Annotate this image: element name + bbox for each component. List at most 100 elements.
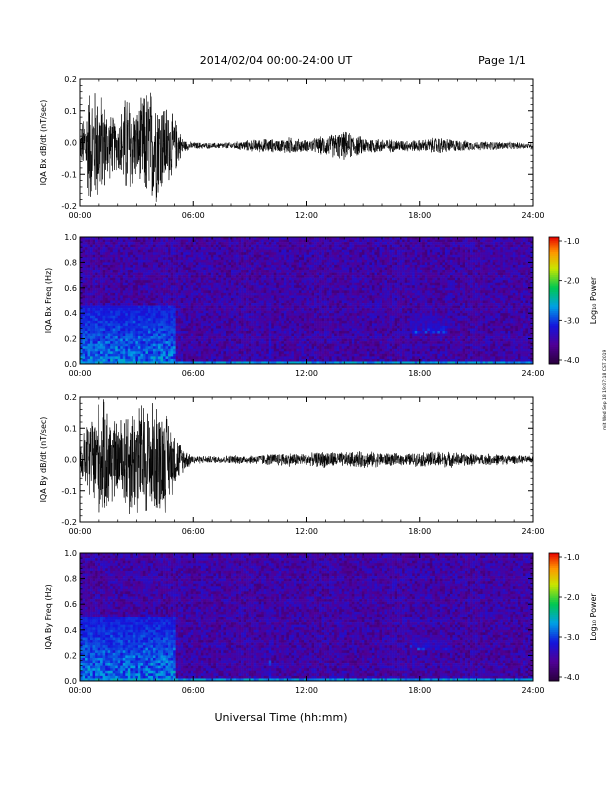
spectrogram-cell (218, 267, 222, 271)
spectrogram-cell (163, 323, 166, 327)
spectrogram-cell (233, 313, 237, 317)
spectrogram-cell (228, 252, 232, 256)
spectrogram-cell (165, 336, 169, 339)
spectrogram-cell (82, 244, 86, 248)
spectrogram-cell (188, 303, 192, 306)
spectrogram-cell (117, 310, 121, 314)
spectrogram-cell (200, 247, 204, 250)
spectrogram-cell (125, 315, 129, 319)
spectrogram-cell (213, 313, 217, 317)
spectrogram-cell (309, 270, 312, 273)
spectrogram-cell (286, 239, 290, 243)
spectrogram-cell (155, 257, 159, 261)
spectrogram-cell (311, 239, 315, 243)
spectrogram-cell (107, 277, 111, 281)
spectrogram-cell (231, 242, 234, 245)
spectrogram-cell (163, 237, 166, 240)
spectrogram-cell (303, 361, 307, 365)
spectrogram-cell (251, 343, 254, 347)
spectrogram-cell (261, 341, 265, 344)
spectrogram-cell (288, 282, 292, 286)
spectrogram-cell (115, 341, 119, 344)
spectrogram-cell (87, 287, 91, 291)
spectrogram-cell (125, 290, 129, 294)
spectrogram-cell (203, 323, 207, 327)
spectrogram-cell (87, 275, 91, 278)
spectrogram-cell (140, 325, 144, 329)
spectrogram-cell (296, 237, 300, 240)
spectrogram-cell (97, 328, 101, 332)
spectrogram-cell (147, 358, 151, 362)
spectrogram-cell (160, 252, 164, 256)
spectrogram-cell (198, 338, 202, 342)
spectrogram-cell (316, 242, 320, 245)
spectrogram-cell (321, 242, 325, 245)
spectrogram-cell (271, 333, 275, 337)
spectrogram-cell (165, 287, 169, 291)
spectrogram-cell (163, 351, 166, 355)
spectrogram-cell (85, 305, 88, 309)
spectrogram-cell (112, 290, 116, 294)
spectrogram-cell (301, 346, 305, 350)
spectrogram-cell (188, 242, 192, 245)
spectrogram-cell (258, 297, 262, 301)
spectrogram-cell (296, 259, 300, 263)
spectrogram-cell (258, 361, 262, 365)
spectrogram-cell (135, 333, 139, 337)
spectrogram-cell (286, 300, 290, 304)
spectrogram-cell (152, 300, 156, 304)
spectrogram-cell (228, 244, 232, 248)
spectrogram-cell (180, 287, 184, 291)
spectrogram-cell (195, 358, 199, 362)
spectrogram-cell (158, 272, 161, 276)
spectrogram-cell (273, 358, 277, 362)
spectrogram-cell (142, 287, 146, 291)
spectrogram-cell (173, 356, 176, 360)
spectrogram-cell (236, 305, 239, 309)
spectrogram-cell (200, 336, 204, 339)
spectrogram-cell (115, 282, 119, 286)
spectrogram-cell (87, 272, 91, 276)
spectrogram-cell (198, 252, 202, 256)
spectrogram-cell (281, 244, 285, 248)
spectrogram-cell (120, 290, 124, 294)
spectrogram-cell (107, 252, 111, 256)
spectrogram-cell (311, 310, 315, 314)
spectrogram-cell (253, 247, 257, 250)
spectrogram-cell (90, 252, 93, 256)
spectrogram-cell (233, 325, 237, 329)
spectrogram-cell (220, 254, 224, 258)
spectrogram-cell (278, 259, 282, 263)
spectrogram-cell (115, 315, 119, 319)
spectrogram-cell (145, 348, 149, 352)
spectrogram-cell (246, 267, 249, 271)
spectrogram-cell (112, 262, 116, 266)
spectrogram-cell (306, 254, 310, 258)
spectrogram-cell (183, 247, 186, 250)
spectrogram-cell (258, 318, 262, 322)
spectrogram-cell (175, 262, 179, 266)
spectrogram-cell (293, 338, 297, 342)
spectrogram-cell (236, 242, 239, 245)
spectrogram-cell (225, 254, 229, 258)
spectrogram-cell (190, 285, 194, 289)
spectrogram-cell (190, 242, 194, 245)
spectrogram-cell (183, 325, 186, 329)
spectrogram-cell (200, 333, 204, 337)
spectrogram-cell (97, 252, 101, 256)
spectrogram-cell (298, 353, 302, 357)
spectrogram-cell (321, 320, 325, 324)
spectrogram-cell (266, 280, 270, 284)
spectrogram-cell (263, 285, 267, 289)
spectrogram-cell (309, 259, 312, 263)
spectrogram-cell (175, 287, 179, 291)
spectrogram-cell (309, 336, 312, 339)
spectrogram-cell (183, 328, 186, 332)
spectrogram-cell (256, 358, 259, 362)
spectrogram-cell (137, 282, 141, 286)
spectrogram-cell (142, 305, 146, 309)
spectrogram-cell (127, 315, 131, 319)
spectrogram-cell (231, 295, 234, 299)
spectrogram-cell (132, 361, 136, 365)
spectrogram-cell (261, 252, 265, 256)
